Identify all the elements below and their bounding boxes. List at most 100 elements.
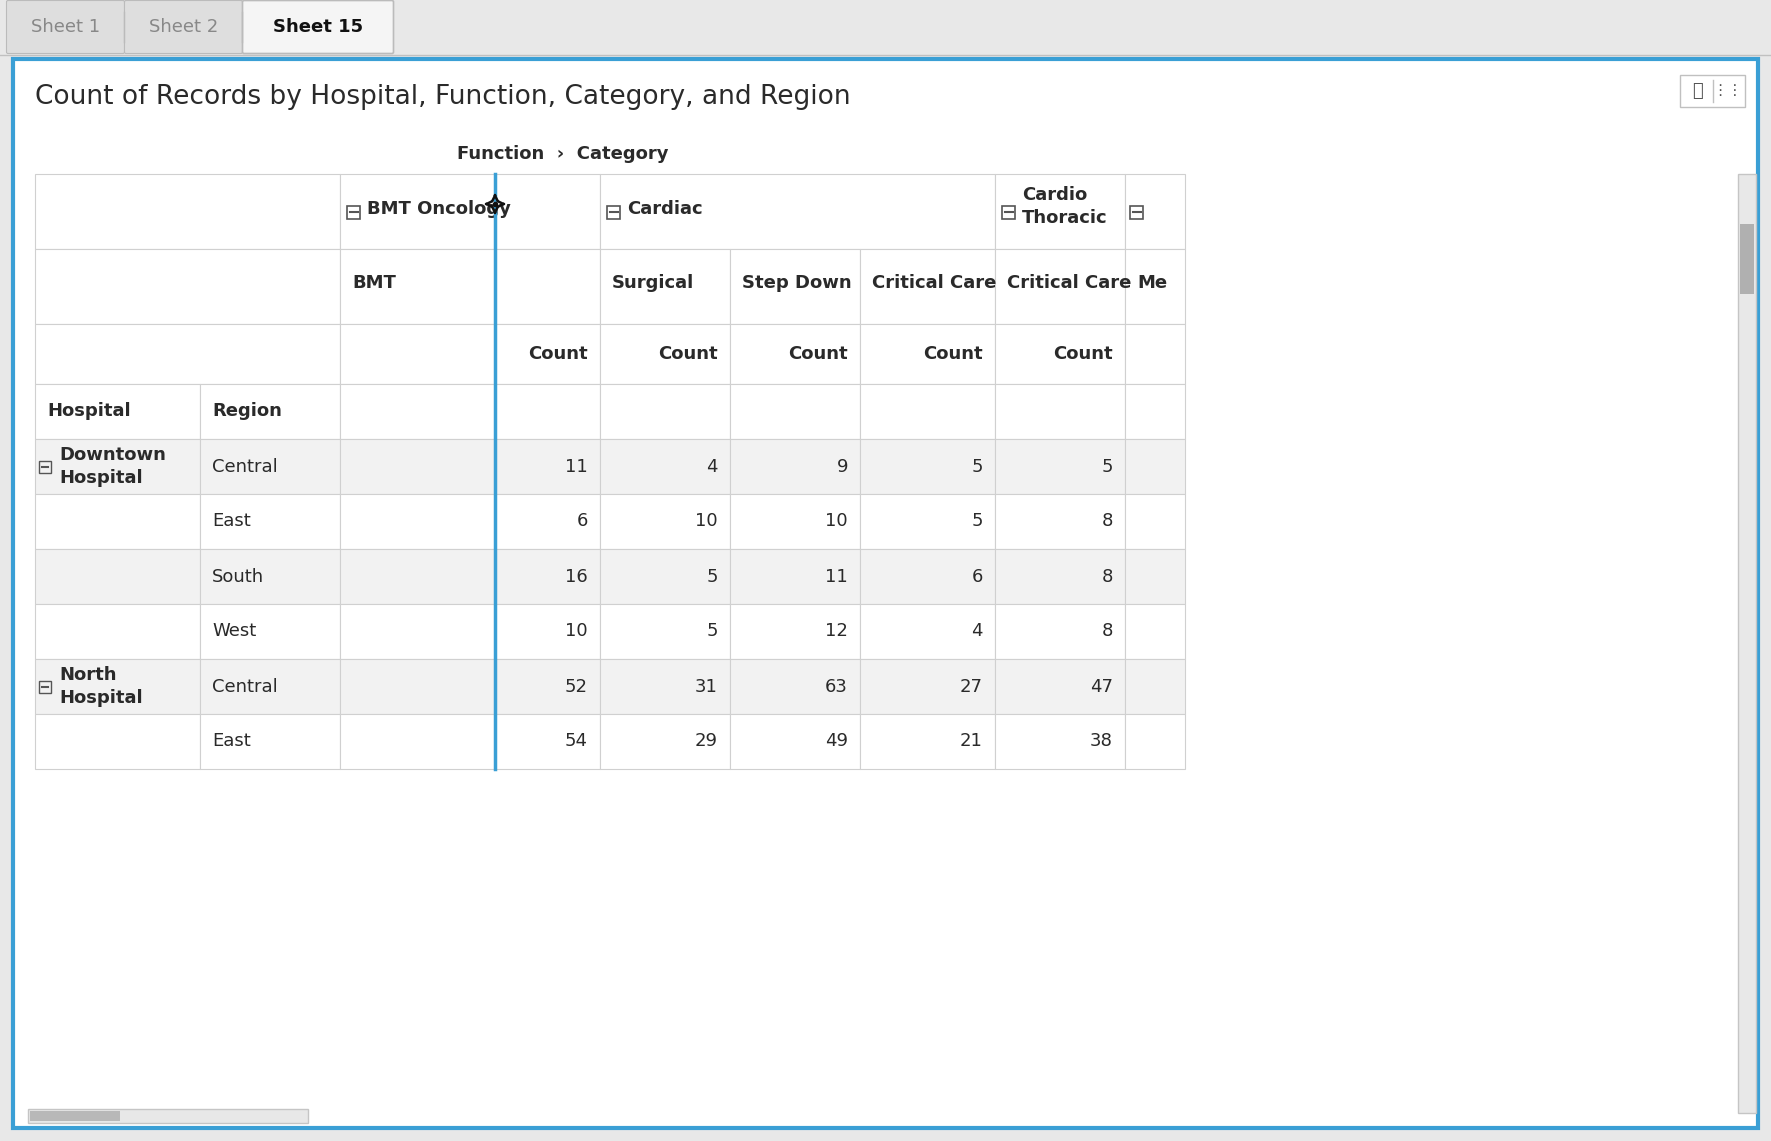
- Text: Cardio
Thoracic: Cardio Thoracic: [1022, 186, 1107, 227]
- Bar: [995, 173, 1125, 249]
- Bar: [861, 714, 995, 769]
- Bar: [496, 714, 600, 769]
- Bar: [35, 324, 340, 385]
- Bar: [340, 173, 600, 249]
- Text: 6: 6: [972, 567, 983, 585]
- Bar: [340, 659, 496, 714]
- Bar: [39, 461, 51, 472]
- Bar: [995, 439, 1125, 494]
- Bar: [496, 604, 600, 659]
- Bar: [600, 385, 730, 439]
- Bar: [730, 714, 861, 769]
- Text: Sheet 2: Sheet 2: [149, 18, 218, 37]
- Bar: [995, 494, 1125, 549]
- Bar: [600, 324, 730, 385]
- Text: BMT: BMT: [352, 274, 397, 291]
- Bar: [0, 0, 1771, 55]
- Bar: [35, 173, 340, 249]
- Text: 10: 10: [565, 623, 588, 640]
- Text: 11: 11: [565, 458, 588, 476]
- Bar: [347, 205, 360, 218]
- Bar: [30, 1111, 120, 1120]
- Text: Hospital: Hospital: [48, 403, 131, 421]
- Text: 38: 38: [1091, 733, 1112, 751]
- Bar: [861, 494, 995, 549]
- Bar: [861, 659, 995, 714]
- Bar: [28, 1109, 308, 1123]
- Bar: [995, 324, 1125, 385]
- Bar: [600, 173, 995, 249]
- Bar: [35, 439, 200, 494]
- Bar: [35, 714, 200, 769]
- Bar: [340, 549, 496, 604]
- Bar: [600, 604, 730, 659]
- Bar: [1130, 205, 1142, 218]
- Bar: [861, 324, 995, 385]
- Text: East: East: [213, 512, 251, 531]
- Bar: [1125, 439, 1185, 494]
- Text: Downtown
Hospital: Downtown Hospital: [58, 446, 166, 486]
- Bar: [600, 249, 730, 324]
- Text: Central: Central: [213, 458, 278, 476]
- Text: West: West: [213, 623, 257, 640]
- Bar: [995, 385, 1125, 439]
- Bar: [600, 549, 730, 604]
- Text: 49: 49: [825, 733, 848, 751]
- Bar: [1125, 324, 1185, 385]
- Bar: [496, 439, 600, 494]
- Bar: [607, 205, 620, 218]
- Text: 6: 6: [577, 512, 588, 531]
- Bar: [340, 604, 496, 659]
- Text: 8: 8: [1102, 623, 1112, 640]
- Bar: [35, 604, 200, 659]
- Bar: [1125, 173, 1185, 249]
- Text: 8: 8: [1102, 567, 1112, 585]
- Bar: [600, 439, 730, 494]
- Text: 29: 29: [694, 733, 717, 751]
- Text: 10: 10: [825, 512, 848, 531]
- Bar: [995, 249, 1125, 324]
- Text: 31: 31: [696, 678, 717, 696]
- Bar: [995, 604, 1125, 659]
- Text: South: South: [213, 567, 264, 585]
- Text: 12: 12: [825, 623, 848, 640]
- Bar: [1125, 385, 1185, 439]
- Text: Step Down: Step Down: [742, 274, 852, 291]
- Bar: [340, 494, 496, 549]
- Bar: [200, 385, 340, 439]
- Text: 5: 5: [972, 458, 983, 476]
- Text: 5: 5: [1102, 458, 1112, 476]
- FancyBboxPatch shape: [243, 0, 393, 54]
- FancyBboxPatch shape: [124, 0, 243, 54]
- Bar: [39, 680, 51, 693]
- Bar: [496, 249, 600, 324]
- Bar: [1125, 249, 1185, 324]
- Bar: [340, 439, 496, 494]
- Bar: [200, 604, 340, 659]
- Bar: [730, 659, 861, 714]
- Text: 11: 11: [825, 567, 848, 585]
- Text: North
Hospital: North Hospital: [58, 666, 143, 706]
- Bar: [730, 439, 861, 494]
- Bar: [1739, 224, 1753, 294]
- Bar: [600, 714, 730, 769]
- Bar: [995, 714, 1125, 769]
- Bar: [730, 249, 861, 324]
- Text: Sheet 15: Sheet 15: [273, 18, 363, 37]
- Bar: [496, 549, 600, 604]
- Bar: [340, 324, 496, 385]
- Bar: [1125, 604, 1185, 659]
- Text: Cardiac: Cardiac: [627, 200, 703, 218]
- Bar: [1125, 659, 1185, 714]
- Bar: [600, 494, 730, 549]
- Bar: [730, 549, 861, 604]
- Bar: [730, 324, 861, 385]
- Bar: [730, 604, 861, 659]
- Text: Sheet 1: Sheet 1: [30, 18, 101, 37]
- Bar: [861, 249, 995, 324]
- Text: East: East: [213, 733, 251, 751]
- Bar: [200, 659, 340, 714]
- Text: 8: 8: [1102, 512, 1112, 531]
- Bar: [200, 549, 340, 604]
- Bar: [496, 324, 600, 385]
